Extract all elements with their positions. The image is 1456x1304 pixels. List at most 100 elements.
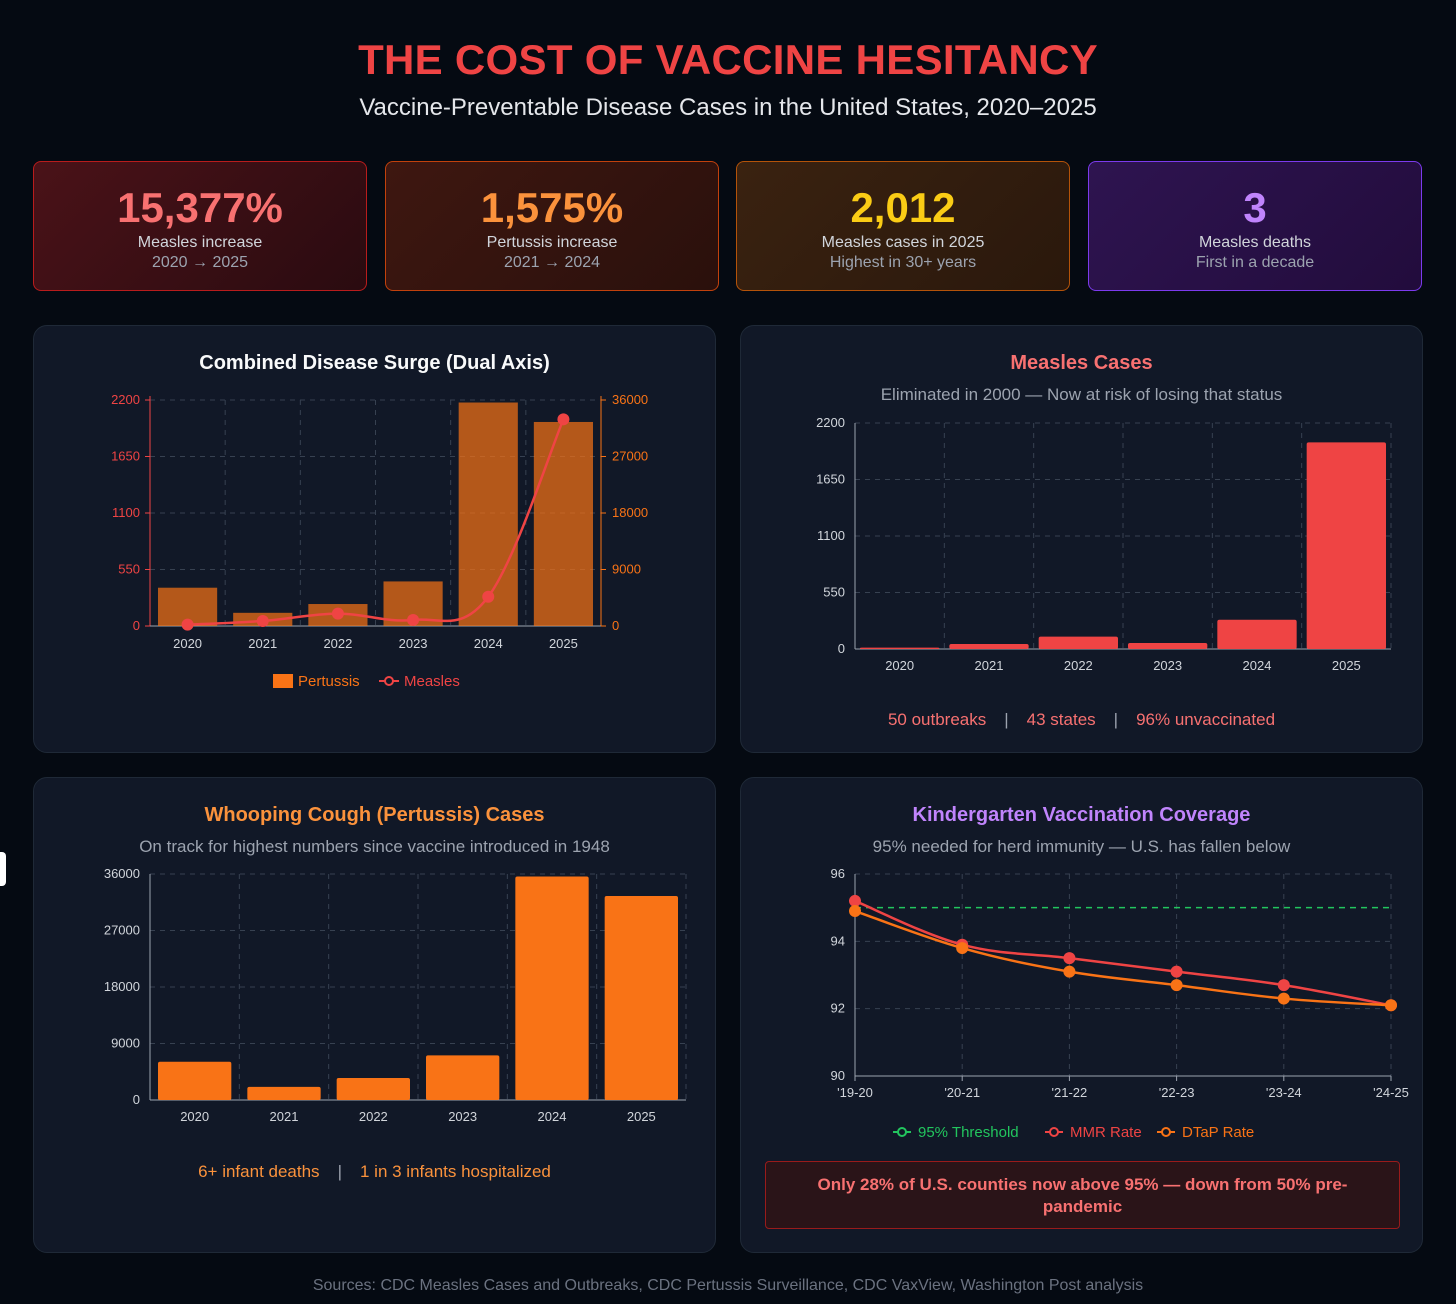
measles-point: [181, 618, 194, 631]
page-subtitle: Vaccine-Preventable Disease Cases in the…: [359, 94, 1097, 121]
y-tick-label: 92: [831, 1001, 845, 1016]
x-tick-label: 2025: [627, 1109, 656, 1124]
fact-unvaccinated: 96% unvaccinated: [1136, 710, 1276, 729]
y-tick-label: 18000: [104, 979, 140, 994]
pertussis-bar: [426, 1055, 500, 1100]
y-tick-label: 0: [133, 1092, 140, 1107]
dtap-rate-point: [1385, 999, 1397, 1012]
x-tick-label: 2024: [538, 1109, 567, 1124]
measles-point: [557, 413, 570, 426]
x-tick-label: 2024: [474, 636, 503, 651]
right-tick-label: 0: [612, 618, 619, 633]
stat-sublabel: First in a decade: [1195, 254, 1315, 271]
legend-pertussis-swatch: [273, 674, 293, 688]
stat-sublabel: 2021 → 2024: [503, 254, 601, 271]
x-tick-label: 2025: [549, 636, 578, 651]
side-handle[interactable]: [0, 852, 6, 886]
x-tick-label: 2022: [359, 1109, 388, 1124]
y-tick-label: 96: [831, 866, 845, 881]
stat-label: Measles deaths: [1198, 234, 1312, 251]
panel-title: Kindergarten Vaccination Coverage: [912, 804, 1251, 826]
stat-label: Measles increase: [137, 234, 263, 251]
pertussis-bar: [336, 1078, 410, 1100]
legend-marker: [897, 1127, 907, 1137]
x-tick-label: 2023: [1153, 658, 1182, 673]
x-tick-label: '20-21: [944, 1085, 980, 1100]
measles-facts: 50 outbreaks | 43 states | 96% unvaccinated: [887, 710, 1276, 729]
x-tick-label: 2022: [1064, 658, 1093, 673]
mmr-rate-point: [1170, 965, 1183, 978]
x-tick-label: 2023: [448, 1109, 477, 1124]
pertussis-bar: [533, 421, 593, 626]
measles-bar: [1128, 642, 1208, 649]
dtap-rate-line: [854, 909, 1392, 1007]
panel-subtitle: On track for highest numbers since vacci…: [139, 837, 610, 856]
y-tick-label: 36000: [104, 866, 140, 881]
measles-chart-panel: Measles Cases Eliminated in 2000 — Now a…: [740, 325, 1423, 753]
measles-bar: [1038, 636, 1118, 649]
left-tick-label: 1650: [111, 449, 140, 464]
mmr-rate-line: [854, 899, 1392, 1007]
y-tick-label: 94: [831, 933, 845, 948]
right-tick-label: 18000: [612, 505, 648, 520]
mmr-rate-point: [1063, 952, 1076, 965]
y-tick-label: 1100: [817, 528, 845, 543]
y-tick-label: 1650: [816, 472, 845, 487]
y-tick-label: 0: [838, 641, 845, 656]
right-tick-label: 36000: [612, 392, 648, 407]
x-tick-label: '22-23: [1159, 1085, 1195, 1100]
x-tick-label: 2021: [248, 636, 277, 651]
pertussis-bar: [604, 895, 678, 1100]
pertussis-chart-panel: Whooping Cough (Pertussis) Cases On trac…: [33, 777, 716, 1253]
measles-bar: [949, 643, 1029, 649]
left-tick-label: 1100: [112, 505, 140, 520]
dtap-rate-point: [849, 905, 861, 918]
right-tick-label: 9000: [612, 562, 641, 577]
counties-alert: Only 28% of U.S. counties now above 95% …: [765, 1161, 1400, 1229]
fact-states: 43 states: [1026, 710, 1096, 729]
legend-marker: [1161, 1127, 1171, 1137]
y-tick-label: 9000: [111, 1036, 140, 1051]
y-tick-label: 550: [823, 585, 845, 600]
pertussis-facts: 6+ infant deaths | 1 in 3 infants hospital…: [198, 1162, 551, 1181]
pertussis-chart: 0 9000 18000 27000 36000 2020 2021 2022 2023 2024…: [104, 866, 687, 1124]
x-tick-label: '24-25: [1373, 1085, 1409, 1100]
stat-sublabel: Highest in 30+ years: [829, 254, 977, 271]
pertussis-bar: [515, 876, 589, 1100]
measles-bar: [1306, 442, 1386, 649]
x-tick-label: 2020: [885, 658, 914, 673]
panel-subtitle: 95% needed for herd immunity — U.S. has …: [872, 837, 1291, 856]
legend-label: 95% Threshold: [918, 1124, 1019, 1141]
stat-label: Pertussis increase: [486, 234, 618, 251]
left-tick-label: 2200: [111, 392, 140, 407]
panel-subtitle: Eliminated in 2000 — Now at risk of losi…: [880, 385, 1283, 404]
sources-note: Sources: CDC Measles Cases and Outbreaks…: [312, 1277, 1144, 1294]
stat-card-measles-cases-2025: 2,012 Measles cases in 2025 Highest in 3…: [736, 161, 1070, 291]
x-tick-label: 2022: [323, 636, 352, 651]
stat-value: 15,377%: [117, 184, 283, 231]
legend-measles-label: Measles: [404, 673, 460, 690]
stat-value: 1,575%: [480, 184, 624, 231]
measles-point: [482, 590, 495, 603]
left-tick-label: 0: [133, 618, 140, 633]
panel-title: Whooping Cough (Pertussis) Cases: [204, 804, 545, 826]
pertussis-bar: [458, 402, 518, 626]
legend-marker: [1049, 1127, 1059, 1137]
x-tick-label: 2020: [173, 636, 202, 651]
x-tick-label: 2021: [975, 658, 1004, 673]
y-tick-label: 2200: [816, 415, 845, 430]
stat-value: 2,012: [850, 184, 956, 231]
y-tick-label: 27000: [104, 923, 140, 938]
x-tick-label: '23-24: [1266, 1085, 1302, 1100]
mmr-rate-point: [849, 894, 861, 907]
left-tick-label: 550: [118, 562, 140, 577]
dtap-rate-point: [1063, 965, 1076, 978]
panel-title: Combined Disease Surge (Dual Axis): [199, 352, 550, 374]
x-tick-label: '21-22: [1052, 1085, 1088, 1100]
pertussis-bar: [158, 1061, 232, 1100]
x-tick-label: 2020: [180, 1109, 209, 1124]
stat-label: Measles cases in 2025: [821, 234, 985, 251]
measles-point: [407, 613, 420, 626]
measles-chart: 0 550 1100 1650 2200 2020 2021 2022 2023 2024 2025: [816, 415, 1392, 673]
combined-chart-panel: Combined Disease Surge (Dual Axis) 0 550 1…: [33, 325, 716, 753]
